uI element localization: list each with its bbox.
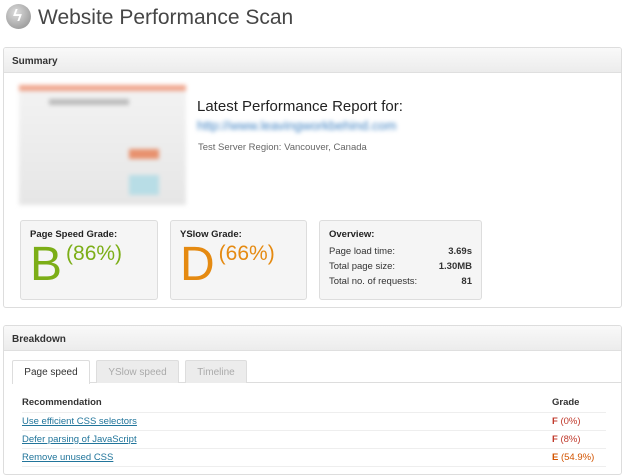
tab-yslow-speed[interactable]: YSlow speed — [96, 360, 179, 383]
page-speed-grade-box: Page Speed Grade: B (86%) — [20, 220, 158, 300]
recommendation-link[interactable]: Defer parsing of JavaScript — [22, 433, 137, 445]
overview-value: 1.30MB — [438, 261, 472, 272]
lightning-bolt-icon: ϟ — [6, 4, 31, 29]
recommendation-link[interactable]: Remove unused CSS — [22, 451, 114, 463]
tab-timeline[interactable]: Timeline — [185, 360, 247, 383]
grade-letter: E — [552, 451, 559, 463]
overview-box: Overview: Page load time: 3.69s Total pag… — [319, 220, 482, 300]
table-row: Remove unused CSS E (54.9%) — [22, 448, 606, 467]
table-header: Recommendation Grade — [22, 394, 606, 413]
tab-page-speed[interactable]: Page speed — [12, 360, 90, 384]
site-thumbnail — [19, 85, 186, 205]
overview-key: Total page size: — [329, 261, 396, 272]
page-speed-label: Page Speed Grade: — [30, 229, 118, 240]
page-speed-percent: (86%) — [66, 242, 123, 265]
server-region: Test Server Region: Vancouver, Canada — [198, 142, 367, 153]
summary-panel: Summary Latest Performance Report for: h… — [3, 47, 622, 308]
page-speed-grade: B — [30, 238, 63, 291]
yslow-percent: (66%) — [218, 242, 275, 265]
page-title: Website Performance Scan — [38, 6, 294, 29]
overview-row: Page load time: 3.69s — [329, 244, 472, 259]
table-row: Defer parsing of JavaScript F (8%) — [22, 430, 606, 449]
column-recommendation: Recommendation — [22, 394, 552, 413]
breakdown-header: Breakdown — [4, 326, 621, 351]
overview-value: 81 — [461, 276, 472, 287]
breakdown-panel: Breakdown Page speed YSlow speed Timelin… — [3, 325, 622, 475]
column-grade: Grade — [552, 394, 606, 413]
grade-letter: F — [552, 415, 558, 427]
overview-row: Total page size: 1.30MB — [329, 259, 472, 274]
overview-value: 3.69s — [448, 246, 472, 257]
table-row: Use efficient CSS selectors F (0%) — [22, 412, 606, 431]
overview-label: Overview: — [329, 229, 375, 240]
yslow-label: YSlow Grade: — [180, 229, 242, 240]
report-url-link[interactable]: http://www.leavingworkbehind.com — [197, 118, 397, 133]
recommendation-link[interactable]: Use efficient CSS selectors — [22, 415, 137, 427]
grade-letter: F — [552, 433, 558, 445]
yslow-grade: D — [180, 238, 215, 291]
summary-header: Summary — [4, 48, 621, 73]
overview-key: Total no. of requests: — [329, 276, 418, 287]
recommendations-table: Recommendation Grade Use efficient CSS se… — [22, 394, 606, 467]
grade-percent: (0%) — [560, 415, 581, 427]
breakdown-tabs: Page speed YSlow speed Timeline — [12, 360, 621, 384]
yslow-grade-box: YSlow Grade: D (66%) — [170, 220, 307, 300]
overview-key: Page load time: — [329, 246, 396, 257]
grade-percent: (54.9%) — [560, 451, 595, 463]
overview-row: Total no. of requests: 81 — [329, 274, 472, 289]
report-heading: Latest Performance Report for: — [197, 98, 403, 115]
grade-percent: (8%) — [560, 433, 581, 445]
